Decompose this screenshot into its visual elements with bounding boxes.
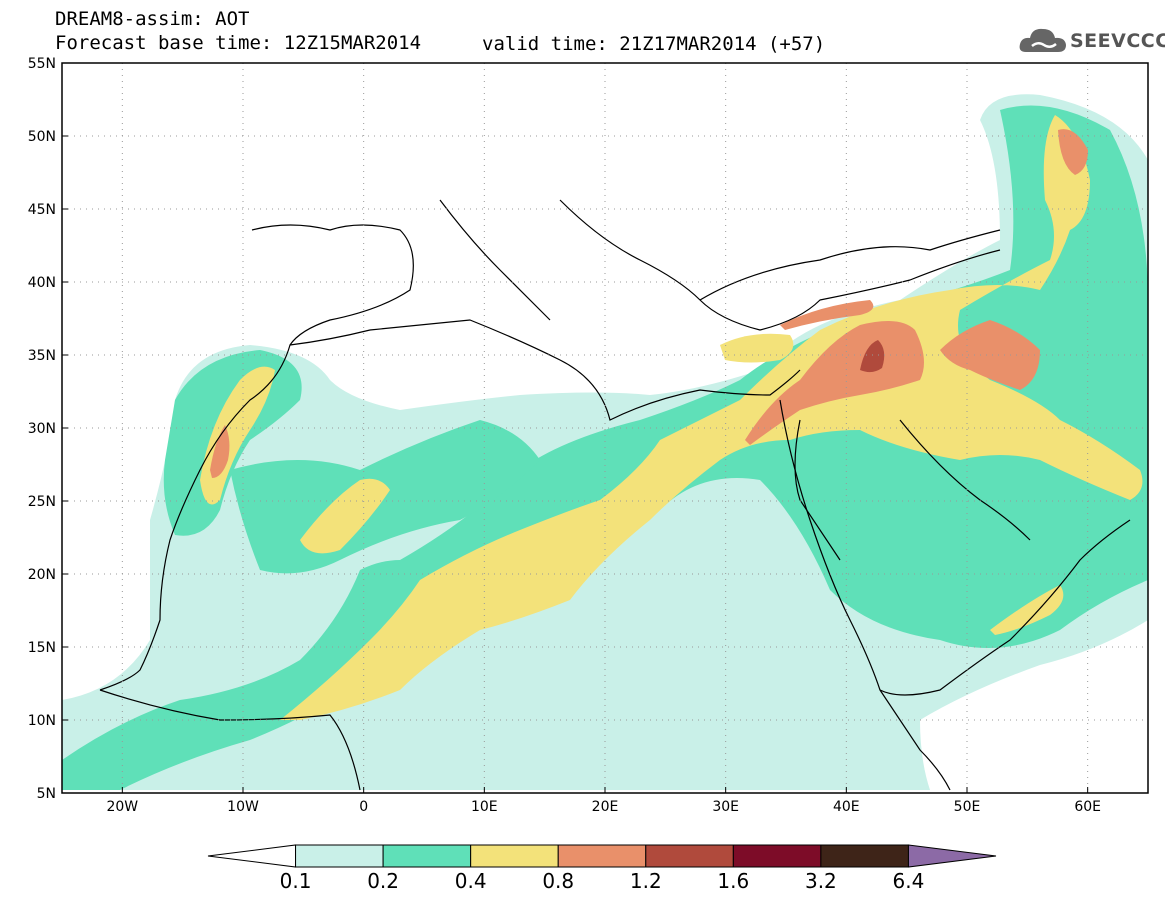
lat-label: 45N bbox=[28, 202, 56, 218]
colorbar-label: 1.2 bbox=[630, 869, 662, 893]
aot-level-0.8-turkey bbox=[780, 300, 874, 330]
lat-label: 40N bbox=[28, 275, 56, 291]
lon-label: 20W bbox=[106, 799, 138, 815]
aot-level-0.4-yemen bbox=[990, 585, 1064, 635]
lat-label: 35N bbox=[28, 348, 56, 364]
lon-label: 50E bbox=[954, 799, 981, 815]
colorbar-label: 0.2 bbox=[367, 869, 399, 893]
lat-label: 50N bbox=[28, 129, 56, 145]
colorbar-swatch bbox=[820, 844, 909, 868]
aot-level-1.2 bbox=[860, 340, 885, 373]
lon-label: 20E bbox=[592, 799, 619, 815]
map-frame bbox=[61, 62, 1149, 794]
lat-label: 20N bbox=[28, 567, 56, 583]
longitude-labels: 20W 10W 0 10E 20E 30E 40E 50E 60E bbox=[106, 799, 1101, 815]
lon-label: 30E bbox=[712, 799, 739, 815]
latitude-labels: 55N 50N 45N 40N 35N 30N 25N 20N 15N 10N 5N bbox=[28, 56, 56, 802]
colorbar-swatch bbox=[470, 844, 559, 868]
lon-label: 10E bbox=[471, 799, 498, 815]
lon-label: 40E bbox=[833, 799, 860, 815]
aot-level-0.4 bbox=[280, 115, 1143, 720]
lon-label: 0 bbox=[359, 799, 368, 815]
colorbar-label: 1.6 bbox=[717, 869, 749, 893]
colorbar-label: 3.2 bbox=[805, 869, 837, 893]
colorbar-swatch bbox=[295, 844, 384, 868]
colorbar-swatch bbox=[382, 844, 472, 868]
lat-label: 55N bbox=[28, 56, 56, 72]
colorbar-label: 0.1 bbox=[280, 869, 312, 893]
aot-level-0.4-algeria bbox=[300, 478, 390, 554]
colorbar-max-arrow bbox=[907, 844, 997, 868]
lat-label: 15N bbox=[28, 640, 56, 656]
colorbar-label: 6.4 bbox=[893, 869, 925, 893]
lat-label: 25N bbox=[28, 494, 56, 510]
lat-label: 30N bbox=[28, 421, 56, 437]
aot-level-0.8-caspian bbox=[1058, 129, 1088, 175]
colorbar-min-arrow bbox=[207, 844, 297, 868]
colorbar-label: 0.4 bbox=[455, 869, 487, 893]
colorbar-label: 0.8 bbox=[542, 869, 574, 893]
logo-text: SEEVCCC bbox=[1070, 30, 1165, 52]
lat-label: 10N bbox=[28, 713, 56, 729]
aot-level-0.8-morocco bbox=[210, 425, 230, 478]
colorbar-swatch bbox=[732, 844, 822, 868]
lon-label: 10W bbox=[227, 799, 259, 815]
map-title: DREAM8-assim: AOT bbox=[55, 8, 250, 30]
coastlines bbox=[99, 199, 1131, 791]
colorbar-swatch bbox=[645, 844, 734, 868]
valid-time: valid time: 21Z17MAR2014 (+57) bbox=[482, 33, 826, 55]
lat-label: 5N bbox=[37, 786, 56, 802]
forecast-base-time: Forecast base time: 12Z15MAR2014 bbox=[55, 32, 422, 54]
aot-field bbox=[62, 94, 1148, 791]
colorbar: 0.1 0.2 0.4 0.8 1.2 1.6 3.2 6.4 bbox=[207, 844, 997, 893]
cloud-icon bbox=[1019, 28, 1066, 52]
seevccc-logo: SEEVCCC bbox=[1018, 24, 1165, 58]
aot-level-0.4-cyprus bbox=[720, 333, 794, 363]
colorbar-swatch bbox=[557, 844, 647, 868]
lon-label: 60E bbox=[1074, 799, 1101, 815]
aot-level-0.8-iran bbox=[940, 320, 1040, 390]
